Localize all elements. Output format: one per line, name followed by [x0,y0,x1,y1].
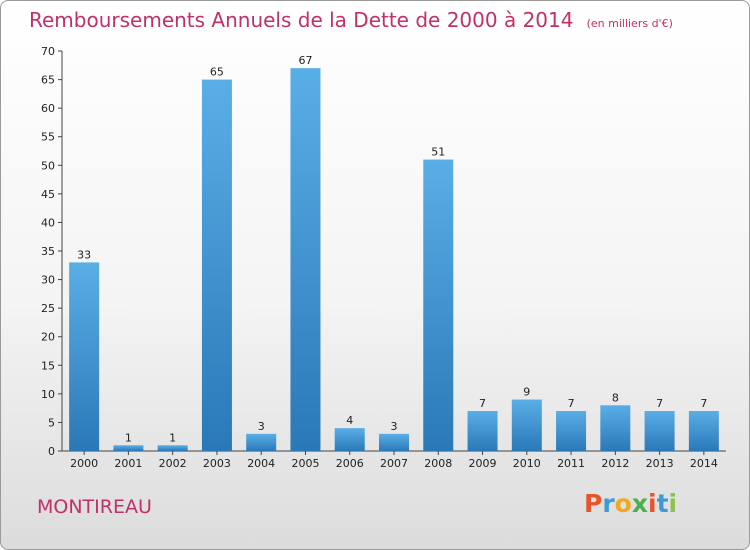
x-tick-label: 2012 [601,457,629,470]
chart-bars [69,68,719,452]
y-tick-label: 5 [48,416,55,429]
y-tick-label: 45 [41,188,55,201]
y-tick-label: 35 [41,245,55,258]
logo-letter: r [602,489,615,518]
bar-value-label: 8 [612,391,619,404]
chart-axes: 0 5 10 15 20 25 30 35 40 45 50 55 60 65 70 [41,45,726,458]
logo-letter: i [648,489,657,518]
x-tick-label: 2007 [380,457,408,470]
bar [157,445,188,451]
bar-value-label: 51 [431,146,445,159]
bar [600,405,631,451]
bar-value-label: 9 [523,386,530,399]
y-tick-label: 50 [41,159,55,172]
title-unit: (en milliers d'€) [586,17,673,30]
bar-value-label: 3 [258,420,265,433]
commune-name: MONTIREAU [37,496,152,518]
y-tick-label: 55 [41,131,55,144]
x-tick-label: 2003 [203,457,231,470]
bar-value-label: 33 [77,248,91,261]
bar [113,445,144,451]
x-tick-label: 2002 [159,457,187,470]
y-tick-label: 30 [41,274,55,287]
bar-value-label: 7 [479,397,486,410]
y-tick-label: 25 [41,302,55,315]
bar [246,433,277,451]
y-tick-label: 40 [41,216,55,229]
bar-value-label: 7 [700,397,707,410]
y-tick-label: 20 [41,331,55,344]
bar [644,411,675,451]
y-tick-label: 70 [41,45,55,58]
bar [688,411,719,451]
bar [69,262,100,451]
bar-value-label: 1 [125,431,132,444]
x-tick-label: 2011 [557,457,585,470]
bar [290,68,321,452]
bar [334,428,365,451]
x-tick-label: 2014 [690,457,718,470]
bar-value-label: 65 [210,66,224,79]
bar-value-label: 67 [298,54,312,67]
x-tick-label: 2004 [247,457,275,470]
x-tick-label: 2006 [336,457,364,470]
bar [556,411,587,451]
chart-labels: 2000 33 2001 1 2002 1 2003 65 2004 3 2005 67 2006 4 20… [70,54,718,470]
bar [467,411,498,451]
bar-value-label: 7 [568,397,575,410]
logo-letter: i [668,489,678,518]
bar-value-label: 4 [346,414,353,427]
y-tick-label: 0 [48,445,55,458]
y-tick-label: 65 [41,74,55,87]
y-tick-label: 15 [41,359,55,372]
chart-title: Remboursements Annuels de la Dette de 20… [29,8,673,32]
logo-letter: x [631,489,648,518]
x-tick-label: 2000 [70,457,98,470]
y-tick-label: 60 [41,102,55,115]
logo-letter: t [656,489,669,518]
bar-value-label: 3 [391,420,398,433]
bar [201,79,232,452]
proxiti-logo[interactable]: Proxiti [584,489,677,518]
x-tick-label: 2008 [424,457,452,470]
bar-value-label: 1 [169,431,176,444]
logo-letter: P [584,489,603,518]
x-tick-label: 2009 [469,457,497,470]
bar [423,159,454,452]
x-tick-label: 2013 [646,457,674,470]
bar [379,433,409,451]
logo-letter: o [614,489,632,518]
y-tick-label: 10 [41,388,55,401]
bar [511,399,542,451]
x-tick-label: 2005 [291,457,319,470]
x-tick-label: 2010 [513,457,541,470]
title-text: Remboursements Annuels de la Dette de 20… [29,8,574,32]
x-tick-label: 2001 [114,457,142,470]
bar-value-label: 7 [656,397,663,410]
